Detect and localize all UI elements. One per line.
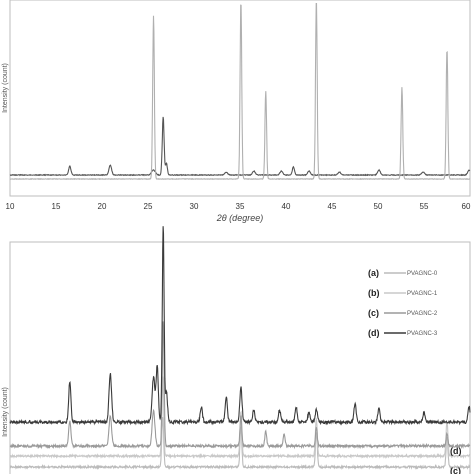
top-series-group xyxy=(9,2,471,181)
x-tick-label: 15 xyxy=(52,202,61,211)
curve-label: (c) xyxy=(450,466,461,474)
curve-label: (d) xyxy=(450,446,462,456)
x-tick-label: 35 xyxy=(236,202,245,211)
top-x-tick-labels: 10 15 20 25 30 35 40 45 50 55 60 xyxy=(6,202,471,211)
x-tick-label: 25 xyxy=(144,202,153,211)
x-tick-label: 20 xyxy=(98,202,107,211)
legend-tag: (d) xyxy=(368,328,380,338)
top-panel: Intensity (count) 10 15 20 25 30 35 40 45 50 55 60… xyxy=(2,0,471,223)
legend-label: PVAGNC-3 xyxy=(407,331,438,337)
x-tick-label: 55 xyxy=(420,202,429,211)
x-tick-label: 50 xyxy=(374,202,383,211)
bottom-plot-frame xyxy=(9,241,471,474)
legend-label: PVAGNC-1 xyxy=(407,291,438,297)
bottom-panel: Intensity (count) (a) PVAGNC-0 (b) PVAGNC-1… xyxy=(2,226,471,474)
bottom-series-4-line xyxy=(9,226,471,426)
top-x-axis-label: 2θ (degree) xyxy=(216,213,263,223)
top-series-1-line xyxy=(9,116,471,177)
x-tick-label: 60 xyxy=(462,202,471,211)
top-series-2-line xyxy=(9,2,471,181)
bottom-series-3-line xyxy=(9,321,471,450)
bottom-series-group xyxy=(9,226,471,471)
legend-tag: (a) xyxy=(368,268,379,278)
bottom-y-axis-label: Intensity (count) xyxy=(2,387,9,437)
x-tick-label: 30 xyxy=(190,202,199,211)
legend: (a) PVAGNC-0 (b) PVAGNC-1 (c) PVAGNC-2 (d) PVAG… xyxy=(368,268,438,338)
curve-labels: (c) (d) xyxy=(450,446,462,474)
x-tick-label: 10 xyxy=(6,202,15,211)
x-tick-label: 40 xyxy=(282,202,291,211)
legend-tag: (b) xyxy=(368,288,380,298)
legend-tag: (c) xyxy=(368,308,379,318)
legend-label: PVAGNC-2 xyxy=(407,311,438,317)
top-y-axis-label: Intensity (count) xyxy=(2,63,9,113)
legend-label: PVAGNC-0 xyxy=(407,271,438,277)
x-tick-label: 45 xyxy=(328,202,337,211)
